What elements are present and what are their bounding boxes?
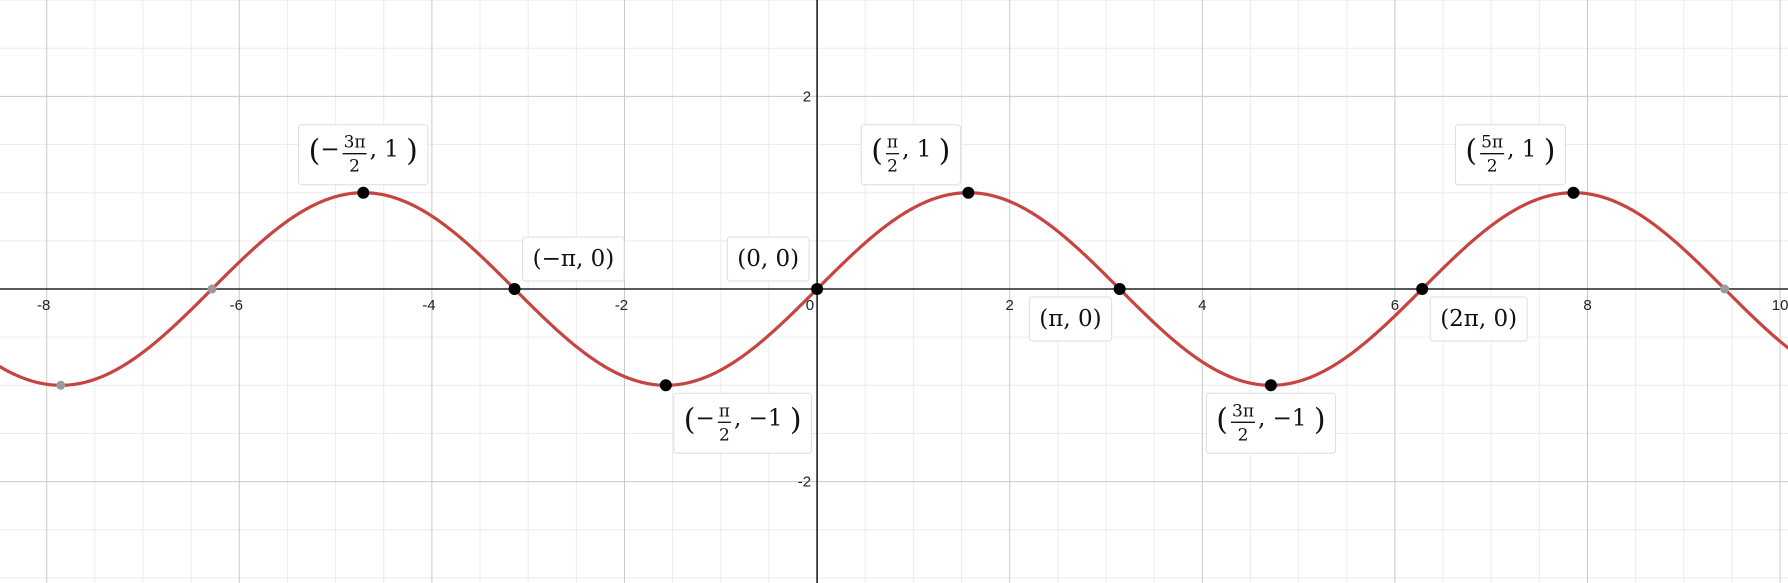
x-tick-label: 6	[1391, 297, 1399, 314]
faded-point	[1720, 284, 1730, 294]
curve-layer	[0, 191, 1788, 387]
frac-numerator: 3π	[1232, 401, 1254, 421]
point-label-text: (0, 0)	[737, 246, 799, 272]
point-label-box	[860, 124, 961, 186]
frac-denominator: 2	[1487, 157, 1498, 177]
point-label-rest: , −1 )	[734, 402, 802, 437]
point-label-rest: , 1 )	[1507, 134, 1555, 169]
point-label-box	[1205, 392, 1337, 454]
key-point	[508, 283, 521, 295]
key-point	[1416, 283, 1429, 295]
point-label-text: (2π, 0)	[1440, 306, 1517, 332]
point-label-text: (π, 0)	[1039, 306, 1101, 332]
key-point	[1567, 186, 1580, 199]
key-point	[659, 379, 672, 392]
sine-curve	[0, 191, 1788, 387]
point-label: (5π 2 , 1 )	[1454, 124, 1566, 186]
point-labels: (− 3π2, 1 )(−π, 0)(− π2, −1 )(0, 0)(π2, …	[298, 124, 1566, 454]
point-label-box	[1429, 296, 1528, 342]
key-point	[962, 186, 975, 199]
points-layer	[56, 186, 1730, 392]
x-tick-label: -6	[230, 297, 243, 314]
point-label-text: (	[871, 134, 883, 169]
point-label: (− 3π 2 , 1 )	[298, 124, 429, 186]
x-tick-label: 4	[1198, 297, 1206, 314]
point-label-box	[522, 236, 625, 282]
point-label: (π 2, 1 )	[860, 124, 961, 186]
point-label-text: (	[1216, 402, 1228, 437]
faded-point	[207, 284, 217, 294]
key-point	[1113, 283, 1126, 295]
point-label-rest: , 1 )	[902, 134, 950, 169]
point-label-box	[1028, 296, 1113, 342]
point-label-text: (−	[309, 134, 340, 169]
frac-numerator: 5π	[1481, 133, 1503, 153]
frac-numerator: 3π	[344, 133, 366, 153]
x-tick-label: 8	[1583, 297, 1591, 314]
key-point	[811, 283, 824, 295]
point-label-box	[1454, 124, 1566, 186]
y-tick-label: -2	[798, 474, 811, 491]
x-tick-label: 2	[1006, 297, 1014, 314]
point-label-rest: , 1 )	[370, 134, 418, 169]
point-label-box	[673, 392, 813, 454]
x-tick-label: -2	[615, 297, 628, 314]
point-label-text: (−	[684, 402, 715, 437]
point-label-rest: , −1 )	[1258, 402, 1326, 437]
frac-numerator: π	[887, 133, 898, 153]
x-tick-label: -4	[422, 297, 435, 314]
point-label: (− π 2, −1 )	[673, 392, 813, 454]
faded-point	[56, 380, 66, 390]
tick-labels: -8 -6 -4 -2 0 2 4 6 8 10 2 -2	[37, 88, 1788, 490]
key-point	[1264, 379, 1277, 392]
key-point	[357, 186, 370, 199]
frac-denominator: 2	[887, 157, 898, 177]
point-label: (2π, 0)	[1429, 296, 1528, 342]
point-label: (π, 0)	[1028, 296, 1113, 342]
x-tick-label: -8	[37, 297, 50, 314]
point-label: (3π 2 , −1 )	[1205, 392, 1337, 454]
x-tick-label: 0	[806, 297, 814, 314]
point-label: (−π, 0)	[522, 236, 625, 282]
point-label-text: (	[1465, 134, 1477, 169]
frac-denominator: 2	[719, 425, 730, 445]
point-label-box	[298, 124, 429, 186]
point-label-box	[726, 236, 810, 282]
frac-denominator: 2	[1238, 425, 1249, 445]
point-label-text: (−π, 0)	[533, 246, 615, 272]
x-tick-label: 10	[1772, 297, 1788, 314]
frac-denominator: 2	[349, 157, 360, 177]
frac-numerator: π	[719, 401, 730, 421]
y-tick-label: 2	[803, 88, 811, 105]
point-label: (0, 0)	[726, 236, 810, 282]
